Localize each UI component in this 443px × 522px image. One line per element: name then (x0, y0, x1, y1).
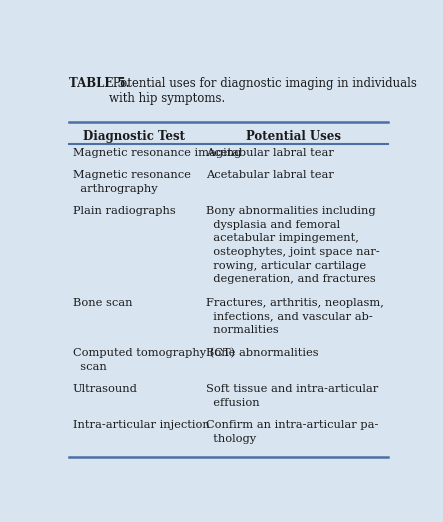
Text: Bony abnormalities including
  dysplasia and femoral
  acetabular impingement,
 : Bony abnormalities including dysplasia a… (206, 206, 380, 284)
Text: Soft tissue and intra-articular
  effusion: Soft tissue and intra-articular effusion (206, 384, 379, 408)
Text: Intra-articular injection: Intra-articular injection (73, 420, 209, 430)
Text: Magnetic resonance imaging: Magnetic resonance imaging (73, 148, 241, 158)
Text: Magnetic resonance
  arthrography: Magnetic resonance arthrography (73, 170, 190, 194)
Text: Potential Uses: Potential Uses (246, 130, 342, 143)
Text: Ultrasound: Ultrasound (73, 384, 137, 394)
Text: Potential uses for diagnostic imaging in individuals
with hip symptoms.: Potential uses for diagnostic imaging in… (109, 77, 416, 105)
Text: Bone scan: Bone scan (73, 298, 132, 308)
Text: Confirm an intra-articular pa-
  thology: Confirm an intra-articular pa- thology (206, 420, 379, 444)
Text: Fractures, arthritis, neoplasm,
  infections, and vascular ab-
  normalities: Fractures, arthritis, neoplasm, infectio… (206, 298, 385, 335)
Text: Bone abnormalities: Bone abnormalities (206, 348, 319, 358)
Text: Diagnostic Test: Diagnostic Test (83, 130, 185, 143)
Text: Plain radiographs: Plain radiographs (73, 206, 175, 216)
Text: Acetabular labral tear: Acetabular labral tear (206, 170, 334, 180)
Text: Computed tomography (CT)
  scan: Computed tomography (CT) scan (73, 348, 234, 372)
Text: TABLE 5.: TABLE 5. (69, 77, 130, 90)
Text: Acetabular labral tear: Acetabular labral tear (206, 148, 334, 158)
